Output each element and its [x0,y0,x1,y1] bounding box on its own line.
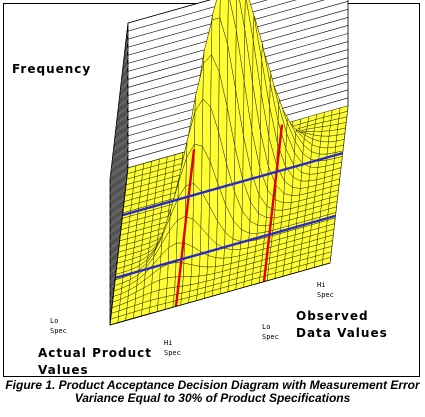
actual-values-axis-label: Actual Product Values [38,345,158,379]
surface-cell [158,277,168,291]
surface-cell [207,255,217,268]
wall-grid-line [109,0,268,197]
observed-hi-spec-text: Hi Spec [317,281,334,299]
wall-grid-line [109,0,240,189]
surface-cell [319,141,329,149]
caption-line-2: Variance Equal to 30% of Product Specifi… [74,391,351,405]
wall-grid-line [109,41,349,261]
z-axis-label: Frequency [12,62,92,76]
surface-cell [319,147,329,155]
surface-cell [320,130,330,137]
surface-cell [183,262,193,277]
wall-grid-line [109,25,349,245]
wall-grid-line [109,57,349,277]
wall-grid-line [109,1,349,221]
surface-cell [321,125,331,132]
observed-hi-spec-label: Hi Spec [317,280,339,300]
wall-grid-line [109,0,297,205]
wall-grid-line [109,0,211,181]
observed-lo-spec-label: Lo Spec [262,322,284,342]
wall-grid-line [109,0,325,213]
surface-cell [309,166,319,175]
wall-grid-line [109,65,349,285]
surface-cell [167,262,177,279]
actual-hi-spec-line [122,151,343,217]
surface-cell [320,135,330,143]
surface-cell [291,187,301,196]
surface-cell [183,242,193,266]
observed-values-axis-label: Observed Data Values [296,308,406,342]
front-left-edge [109,167,129,326]
observed-lo-spec-line [174,149,196,307]
observed-lo-spec-text: Lo Spec [262,323,279,341]
actual-lo-spec-line [115,214,336,280]
surface-cell [190,264,200,277]
surface-plot [109,0,349,326]
wall-grid-line [109,9,349,229]
surface-cell [223,248,233,259]
actual-hi-spec-text: Hi Spec [164,339,181,357]
front-right-edge [109,262,331,326]
actual-values-axis-label-text: Actual Product Values [38,346,153,377]
surface-cell [198,266,208,277]
caption-line-1: Figure 1. Product Acceptance Decision Di… [5,378,420,392]
wall-grid-line [109,17,349,237]
surface-cell [166,276,176,289]
surface-cell [182,276,192,287]
observed-values-axis-label-text: Observed Data Values [296,309,388,340]
actual-lo-spec-label: Lo Spec [50,316,72,336]
wall-grid-line [109,33,349,253]
surface-cell [202,54,212,108]
figure-caption: Figure 1. Product Acceptance Decision Di… [0,379,425,405]
actual-hi-spec-label: Hi Spec [164,338,186,358]
wall-grid-line [109,49,349,269]
actual-lo-spec-text: Lo Spec [50,317,67,335]
observed-hi-spec-line [262,124,284,282]
